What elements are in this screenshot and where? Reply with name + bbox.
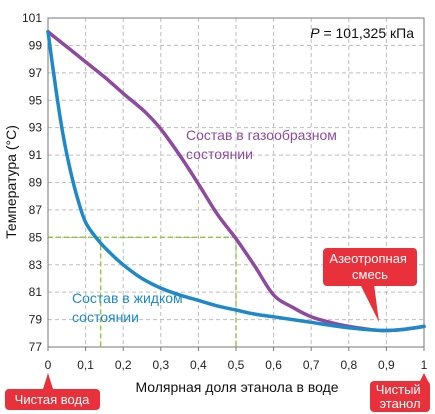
- x-tick-label: 0,2: [115, 358, 132, 372]
- x-tick-label: 0,3: [152, 358, 169, 372]
- y-tick-label: 91: [29, 148, 43, 162]
- x-tick-label: 0,7: [303, 358, 320, 372]
- azeotrope-label-line-2: смесь: [352, 267, 388, 282]
- x-tick-label: 0,9: [378, 358, 395, 372]
- y-tick-labels: 77 79 81 83 85 87 89 91 93 95 97 99 101: [22, 11, 42, 354]
- pressure-label: P = 101,325 кПа: [310, 25, 414, 41]
- pure-ethanol-label-line-2: этанол: [379, 396, 420, 411]
- y-tick-label: 89: [29, 176, 43, 190]
- pressure-variable: P: [310, 25, 320, 41]
- y-tick-label: 81: [29, 285, 43, 299]
- pure-water-pointer: [43, 373, 53, 389]
- series-group: [46, 29, 426, 333]
- y-tick-label: 87: [29, 203, 43, 217]
- pure-ethanol-callout: Чистый этанол: [370, 373, 430, 412]
- liquid-label-line-2: состоянии: [72, 309, 139, 325]
- liquid-label-line-1: Состав в жидком: [72, 290, 183, 306]
- x-tick-label: 0,1: [77, 358, 94, 372]
- y-axis-title: Температура (°C): [3, 125, 19, 239]
- x-tick-labels: 0 0,1 0,2 0,3 0,4 0,5 0,6 0,7 0,8 0,9 1: [45, 347, 428, 372]
- azeotrope-label-line-1: Азеотропная: [329, 251, 407, 266]
- pure-ethanol-pointer: [419, 373, 429, 383]
- y-tick-label: 85: [29, 230, 43, 244]
- pure-water-label: Чистая вода: [15, 392, 90, 407]
- y-tick-label: 95: [29, 93, 43, 107]
- vapor-label-line-2: состоянии: [186, 146, 253, 162]
- y-tick-label: 99: [29, 38, 43, 52]
- x-tick-label: 0,6: [265, 358, 282, 372]
- vapor-series-label: Состав в газообразном состоянии: [186, 127, 341, 162]
- x-tick-label: 1: [421, 358, 428, 372]
- x-tick-label: 0,8: [340, 358, 357, 372]
- guide-lines: [48, 236, 237, 347]
- y-tick-label: 77: [29, 340, 43, 354]
- azeotrope-callout-box: [323, 248, 417, 286]
- pure-water-callout: Чистая вода: [5, 373, 100, 410]
- y-tick-label: 79: [29, 313, 43, 327]
- vapor-label-line-1: Состав в газообразном: [186, 127, 337, 143]
- azeotrope-callout-pointer: [360, 284, 379, 322]
- x-tick-label: 0,5: [228, 358, 245, 372]
- y-tick-label: 97: [29, 66, 43, 80]
- x-axis-title: Молярная доля этанола в воде: [135, 379, 338, 395]
- pure-ethanol-label-line-1: Чистый: [376, 382, 421, 397]
- y-tick-label: 101: [22, 11, 42, 25]
- y-tick-label: 83: [29, 258, 43, 272]
- pure-ethanol-label: Чистый этанол: [376, 382, 425, 411]
- x-tick-label: 0,4: [190, 358, 207, 372]
- liquid-curve: [46, 29, 426, 333]
- x-tick-label: 0: [45, 358, 52, 372]
- pure-ethanol-box: [370, 381, 430, 412]
- y-tick-label: 93: [29, 121, 43, 135]
- azeotrope-callout: Азеотропная смесь: [323, 248, 417, 322]
- azeotrope-label: Азеотропная смесь: [329, 251, 410, 282]
- pressure-value: = 101,325 кПа: [320, 25, 415, 41]
- liquid-series-label: Состав в жидком состоянии: [72, 290, 187, 325]
- pure-water-box: [5, 389, 100, 410]
